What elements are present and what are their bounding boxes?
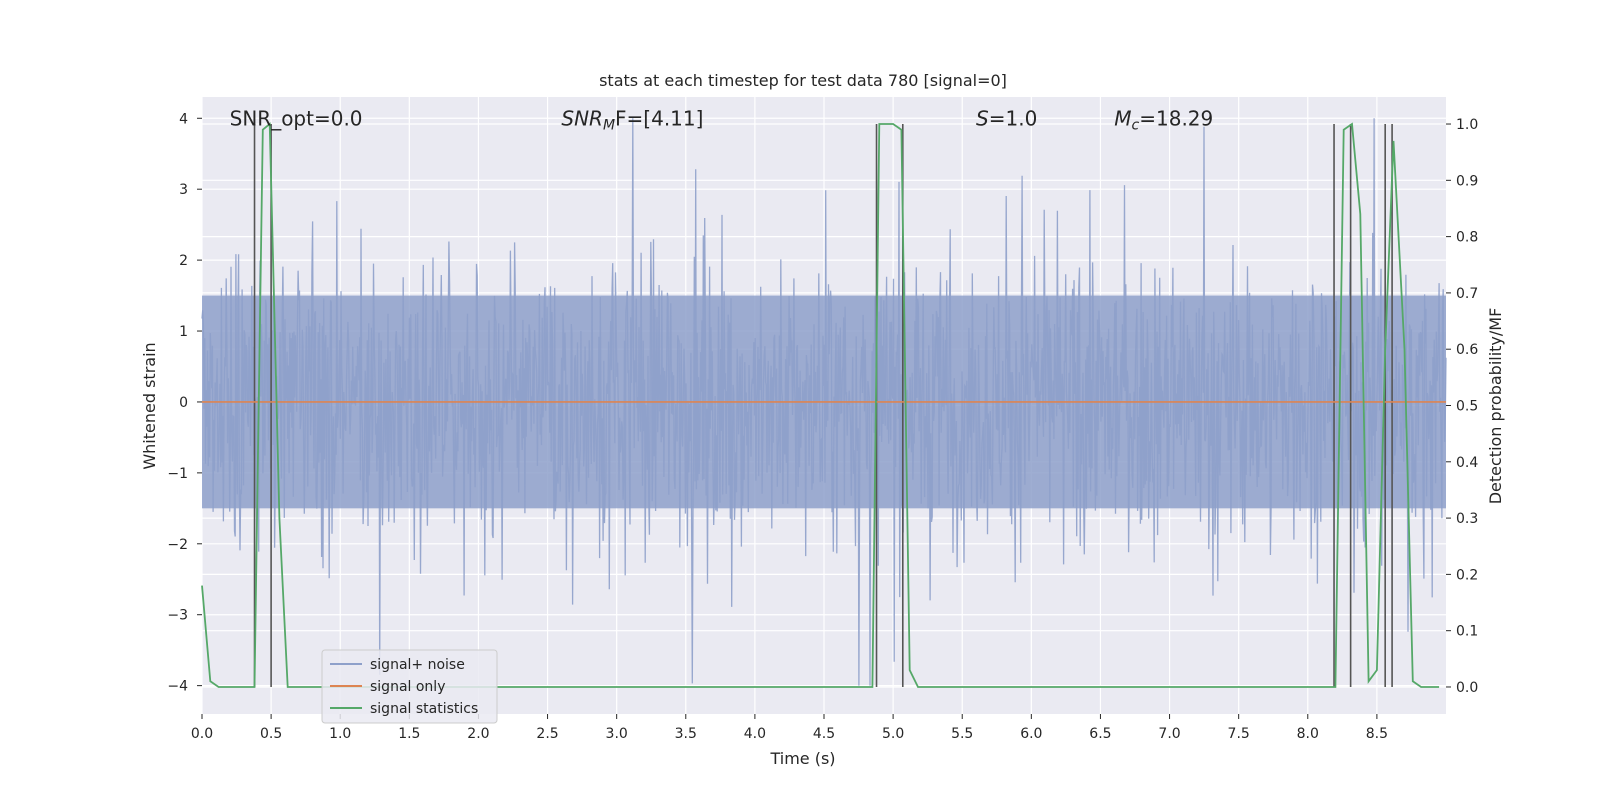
annotation-0: SNR_opt=0.0	[230, 106, 363, 130]
x-axis-label: Time (s)	[769, 749, 835, 768]
y2-tick-label: 0.5	[1456, 399, 1478, 415]
y2-tick-label: 0.9	[1456, 173, 1478, 189]
legend-label-noise: signal+ noise	[370, 657, 465, 673]
x-tick-label: 1.0	[329, 726, 351, 742]
y2-tick-label: 0.1	[1456, 624, 1478, 640]
y-tick-label: −4	[167, 679, 188, 695]
y2-tick-label: 0.3	[1456, 511, 1478, 527]
y2-axis-label: Detection probability/MF	[1486, 308, 1505, 505]
y-tick-label: −2	[167, 537, 188, 553]
y2-tick-label: 0.4	[1456, 455, 1478, 471]
x-tick-label: 5.0	[882, 726, 904, 742]
legend-label-statistics: signal statistics	[370, 701, 478, 717]
annotation-2: S=1.0	[976, 106, 1037, 130]
y-tick-label: 4	[179, 111, 188, 127]
y2-axis-ticks: 1.0 0.9 0.8 0.7 0.6 0.5 0.4 0.3 0.2 0.1 0.0	[1446, 117, 1478, 696]
x-tick-label: 4.5	[813, 726, 835, 742]
x-tick-label: 3.5	[675, 726, 697, 742]
x-tick-label: 3.0	[606, 726, 628, 742]
series-signal-statistics	[201, 122, 1440, 688]
x-axis-ticks: 0.0 0.5 1.0 1.5 2.0 2.5 3.0 3.5 4.0 4.5 5.0 5.5 6.0 6…	[191, 714, 1388, 742]
y-tick-label: −1	[167, 466, 188, 482]
x-tick-label: 1.5	[398, 726, 420, 742]
y2-tick-label: 0.0	[1456, 680, 1478, 696]
x-tick-label: 4.0	[744, 726, 766, 742]
legend-label-signal-only: signal only	[370, 679, 445, 695]
y2-tick-label: 1.0	[1456, 117, 1478, 133]
x-tick-label: 7.0	[1158, 726, 1180, 742]
x-tick-label: 2.5	[536, 726, 558, 742]
y2-tick-label: 0.6	[1456, 342, 1478, 358]
y-tick-label: 1	[179, 324, 188, 340]
y2-tick-label: 0.8	[1456, 230, 1478, 246]
x-tick-label: 0.0	[191, 726, 213, 742]
y-axis-ticks: 4 3 2 1 0 −1 −2 −3 −4	[167, 111, 202, 695]
x-tick-label: 7.5	[1228, 726, 1250, 742]
x-tick-label: 8.5	[1366, 726, 1388, 742]
y-tick-label: 3	[179, 182, 188, 198]
y2-tick-label: 0.7	[1456, 286, 1478, 302]
y-tick-label: −3	[167, 608, 188, 624]
x-tick-label: 6.0	[1020, 726, 1042, 742]
y2-tick-label: 0.2	[1456, 567, 1478, 583]
x-tick-label: 0.5	[260, 726, 282, 742]
y-tick-label: 2	[179, 253, 188, 269]
x-tick-label: 6.5	[1089, 726, 1111, 742]
annotations: SNR_opt=0.0 SNRMF=[4.11] S=1.0 Mc=18.29	[230, 106, 1214, 133]
x-tick-label: 2.0	[467, 726, 489, 742]
y-axis-label: Whitened strain	[140, 342, 159, 469]
y-tick-label: 0	[179, 395, 188, 411]
chart-title: stats at each timestep for test data 780…	[599, 71, 1007, 90]
legend-box	[321, 649, 498, 724]
x-tick-label: 8.0	[1297, 726, 1319, 742]
x-tick-label: 5.5	[951, 726, 973, 742]
legend: signal+ noise signal only signal statist…	[321, 649, 498, 724]
annotation-3: Mc=18.29	[1114, 106, 1213, 133]
statistics-line	[201, 122, 1440, 688]
annotation-1: SNRMF=[4.11]	[561, 106, 703, 133]
noise-line	[201, 118, 1447, 686]
